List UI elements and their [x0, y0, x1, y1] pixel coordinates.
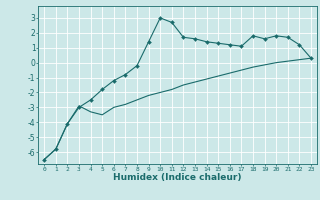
- X-axis label: Humidex (Indice chaleur): Humidex (Indice chaleur): [113, 173, 242, 182]
